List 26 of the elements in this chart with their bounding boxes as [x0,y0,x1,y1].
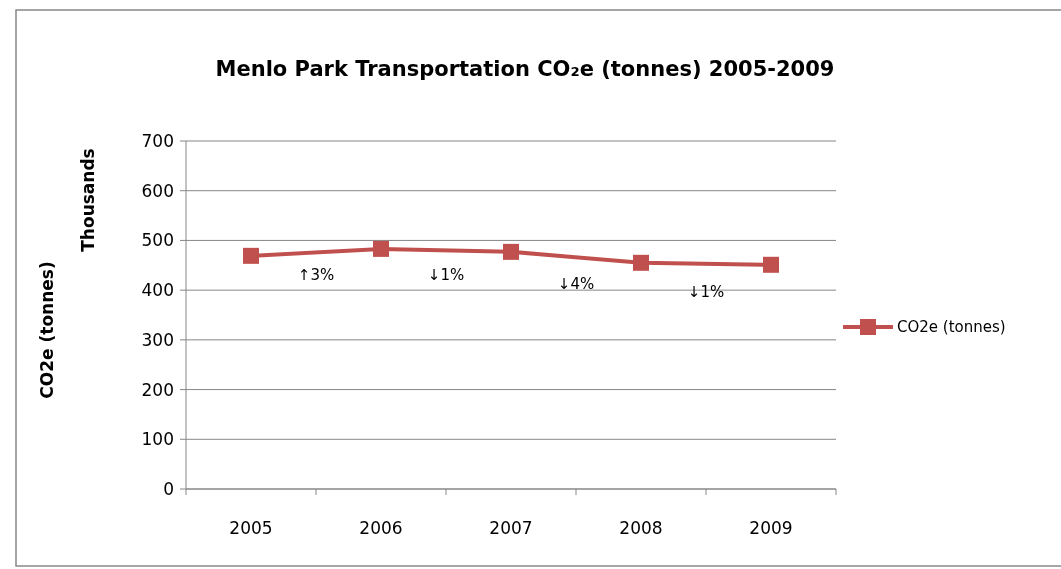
x-tick-label: 2005 [229,518,273,538]
y-tick-label: 200 [141,379,174,400]
x-tick-label: 2006 [359,518,403,538]
x-tick-label: 2009 [749,518,793,538]
y-tick-label: 100 [141,429,174,450]
y-tick-label: 300 [141,329,174,350]
point [503,243,519,260]
x-tick-label: 2007 [489,518,533,538]
point [243,247,259,264]
point [633,254,649,271]
annotation: ↓1% [427,265,465,284]
point [373,240,389,257]
x-tick-label: 2008 [619,518,663,538]
y-tick-label: 0 [163,478,174,499]
point [763,256,779,273]
y-tick-label: 500 [141,230,174,251]
annotation: ↓4% [557,274,595,293]
y-tick-label: 700 [141,130,174,151]
y-axis-title: CO2e (tonnes) [37,261,57,399]
y-tick-label: 600 [141,180,174,201]
annotation: ↑3% [297,265,335,284]
chart-title: Menlo Park Transportation CO₂e (tonnes) 2005-2009 [215,57,835,81]
text: Thousands [78,148,98,252]
annotation: ↓1% [687,283,725,302]
y-tick-label: 400 [141,280,174,301]
legend-label: CO2e (tonnes) [897,318,1006,337]
